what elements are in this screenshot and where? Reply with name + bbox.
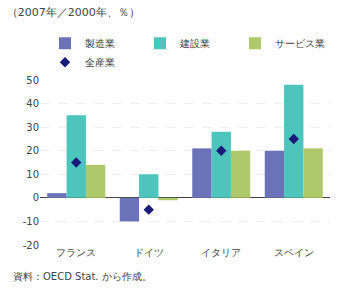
svg-text:-20: -20	[23, 240, 39, 251]
svg-text:全産業: 全産業	[85, 57, 115, 68]
svg-text:製造業: 製造業	[85, 38, 115, 49]
svg-text:フランス: フランス	[56, 247, 96, 258]
svg-text:40: 40	[26, 98, 39, 109]
svg-text:0: 0	[33, 192, 39, 203]
svg-text:サービス業: サービス業	[275, 38, 325, 49]
svg-text:建設業: 建設業	[179, 38, 210, 49]
svg-text:イタリア: イタリア	[201, 247, 241, 258]
svg-text:30: 30	[26, 122, 39, 133]
svg-text:ドイツ: ドイツ	[134, 247, 164, 258]
svg-text:10: 10	[26, 169, 39, 180]
svg-text:50: 50	[26, 75, 39, 86]
svg-text:スペイン: スペイン	[274, 247, 314, 258]
svg-text:資料：OECD Stat. から作成。: 資料：OECD Stat. から作成。	[13, 271, 152, 282]
svg-text:-10: -10	[23, 216, 39, 227]
svg-text:（2007年／2000年、％）: （2007年／2000年、％）	[7, 6, 140, 19]
svg-text:20: 20	[26, 145, 39, 156]
